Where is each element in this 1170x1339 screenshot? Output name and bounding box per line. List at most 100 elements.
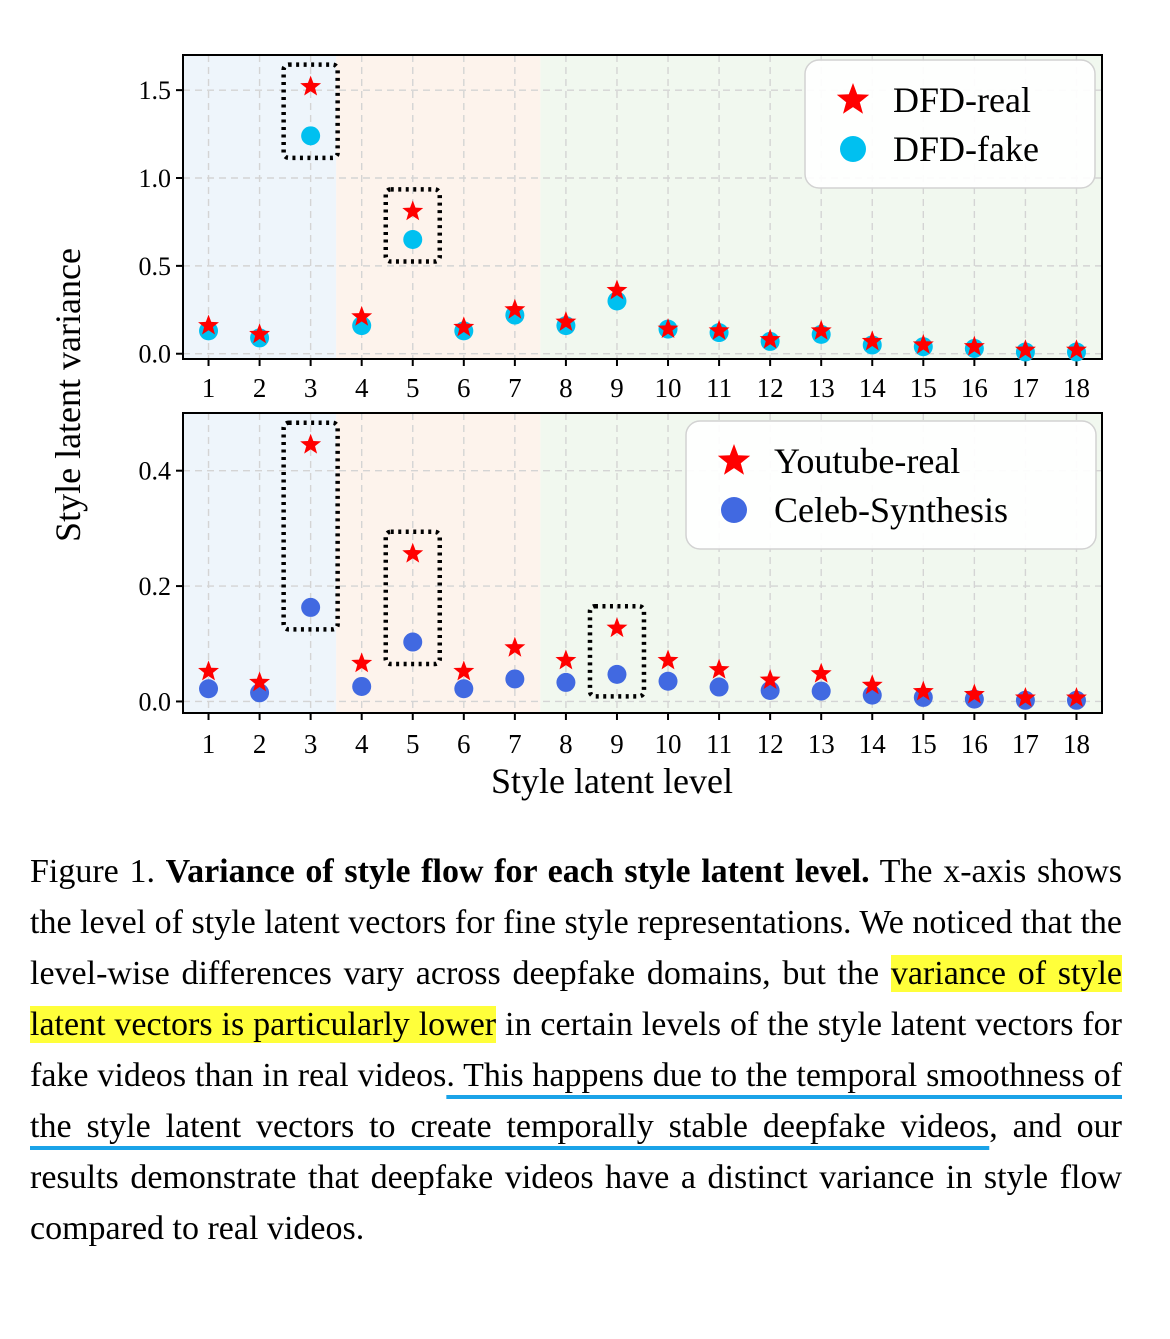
data-point-star <box>1014 339 1036 360</box>
data-point-circle <box>505 669 525 689</box>
data-point-circle <box>556 672 576 692</box>
legend-label: Celeb-Synthesis <box>774 490 1008 530</box>
data-point-star <box>504 636 526 657</box>
shaded-band-2 <box>336 55 541 359</box>
x-tick-label: 7 <box>508 729 522 759</box>
data-point-circle <box>352 676 372 696</box>
data-point-star <box>402 200 424 221</box>
x-tick-label: 8 <box>559 373 573 403</box>
data-point-star <box>249 671 271 692</box>
x-tick-label: 10 <box>655 373 682 403</box>
legend-box <box>685 420 1097 550</box>
legend-marker-circle <box>721 497 747 523</box>
figure-caption: Figure 1. Variance of style flow for eac… <box>30 846 1122 1254</box>
data-point-circle <box>658 671 678 691</box>
x-tick-label: 6 <box>457 373 471 403</box>
x-tick-label: 12 <box>757 373 784 403</box>
data-point-star <box>300 75 322 96</box>
data-point-star <box>300 433 322 454</box>
x-tick-label: 3 <box>304 373 318 403</box>
data-point-star <box>606 279 628 300</box>
data-point-star <box>198 314 219 335</box>
data-point-star <box>453 660 475 681</box>
x-tick-label: 5 <box>406 729 420 759</box>
legend-label: Youtube-real <box>774 441 960 481</box>
x-tick-label: 14 <box>859 373 887 403</box>
y-tick-label: 1.5 <box>139 76 172 105</box>
data-point-star <box>963 683 985 704</box>
plot-frame <box>182 412 1103 714</box>
data-point-star <box>1014 687 1036 707</box>
y-tick-label: 0.5 <box>139 252 172 281</box>
caption-text-3: , and our results demonstrate that deepf… <box>30 1108 1122 1247</box>
legend-marker-star <box>717 444 751 475</box>
highlight-box-level-9 <box>587 603 647 699</box>
y-tick-label: 0.4 <box>139 457 172 486</box>
data-point-star <box>351 652 373 673</box>
data-point-star <box>351 305 373 326</box>
data-point-star <box>555 311 577 331</box>
data-point-star <box>555 649 577 670</box>
data-point-star <box>810 319 832 340</box>
data-point-circle <box>403 230 423 250</box>
data-point-star <box>1066 339 1087 360</box>
data-point-star <box>861 674 883 695</box>
x-tick-label: 12 <box>757 729 784 759</box>
data-point-star <box>708 319 730 340</box>
legend-marker-circle <box>840 136 866 162</box>
x-tick-label: 13 <box>808 729 835 759</box>
data-point-star <box>657 318 679 339</box>
data-point-circle <box>403 632 423 652</box>
data-point-star <box>198 660 219 681</box>
data-point-circle <box>199 679 219 699</box>
x-tick-label: 10 <box>655 729 682 759</box>
highlight-box-level-3 <box>281 420 340 632</box>
legend-label: DFD-real <box>893 80 1031 120</box>
x-tick-label: 15 <box>910 729 937 759</box>
legend-box <box>804 59 1096 189</box>
x-tick-label: 18 <box>1063 373 1090 403</box>
legend-marker-star <box>836 83 870 114</box>
caption-title: Variance of style flow for each style la… <box>165 853 870 890</box>
plot-frame <box>182 54 1103 360</box>
data-point-star <box>402 542 424 563</box>
caption-prefix: Figure 1. <box>30 853 166 890</box>
x-tick-label: 17 <box>1012 373 1039 403</box>
data-point-star <box>963 335 985 356</box>
data-point-circle <box>607 664 627 684</box>
x-tick-label: 9 <box>610 373 624 403</box>
x-tick-label: 15 <box>910 373 937 403</box>
x-tick-label: 16 <box>961 373 988 403</box>
x-tick-label: 7 <box>508 373 522 403</box>
data-point-star <box>606 617 628 638</box>
x-tick-label: 16 <box>961 729 988 759</box>
data-point-star <box>504 298 526 319</box>
bottom-panel: 0.00.20.41 2 3 4 5 6 7 8 9 10 11 12 13 14 15 16 17 18Yout… <box>139 412 1103 759</box>
x-tick-label: 4 <box>355 373 369 403</box>
data-point-star <box>861 330 883 351</box>
x-tick-label: 5 <box>406 373 420 403</box>
x-tick-label: 14 <box>859 729 887 759</box>
data-point-circle <box>454 679 474 699</box>
x-tick-label: 9 <box>610 729 624 759</box>
x-tick-label: 18 <box>1063 729 1090 759</box>
y-tick-label: 0.0 <box>139 340 172 369</box>
x-tick-label: 1 <box>202 373 216 403</box>
x-tick-label: 2 <box>253 373 267 403</box>
x-tick-label: 8 <box>559 729 573 759</box>
figure-chart: 0.00.51.01.51 2 3 4 5 6 7 8 9 10 11 12 13 14 15 16 17 18D… <box>48 54 1103 801</box>
data-point-star <box>759 328 781 349</box>
x-axis-label: Style latent level <box>491 761 733 801</box>
data-point-circle <box>301 126 321 146</box>
top-panel: 0.00.51.01.51 2 3 4 5 6 7 8 9 10 11 12 13 14 15 16 17 18D… <box>139 54 1103 403</box>
y-axis-label: Style latent variance <box>48 248 88 542</box>
x-tick-label: 6 <box>457 729 471 759</box>
x-tick-label: 4 <box>355 729 369 759</box>
data-point-star <box>708 658 730 679</box>
y-tick-label: 1.0 <box>139 164 172 193</box>
data-point-circle <box>301 597 321 617</box>
data-point-star <box>1066 687 1087 707</box>
x-tick-label: 17 <box>1012 729 1039 759</box>
data-point-star <box>912 680 934 701</box>
data-point-star <box>759 669 781 690</box>
